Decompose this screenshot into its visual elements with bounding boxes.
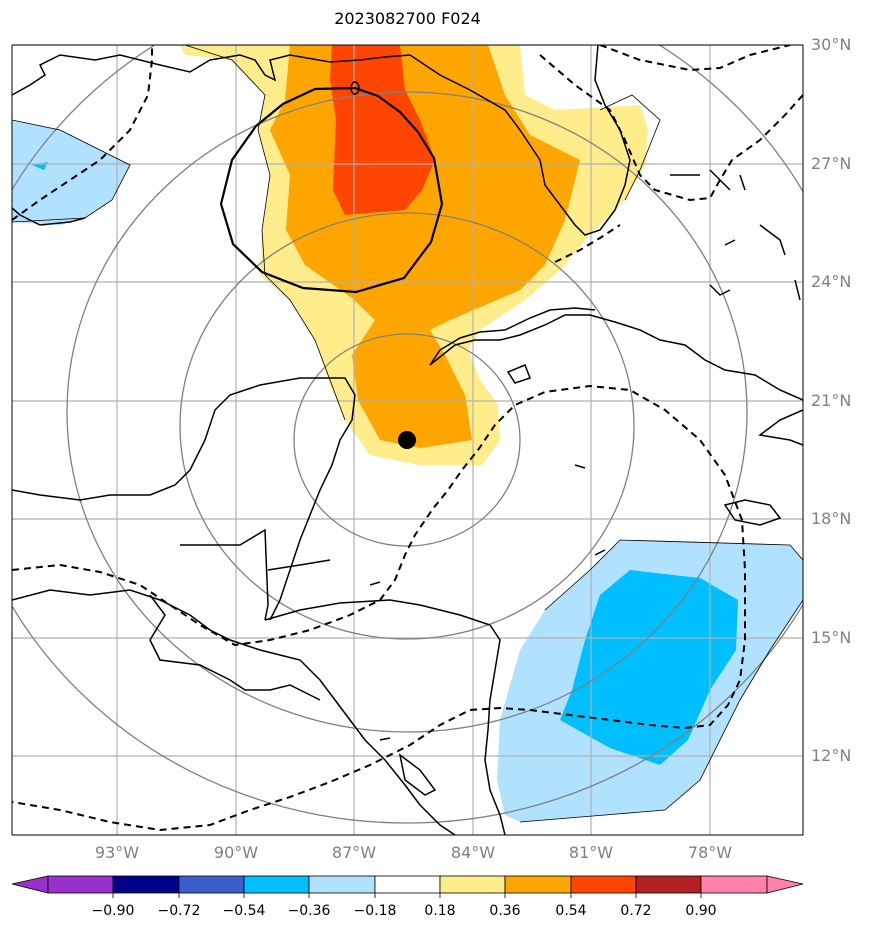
lat-label-30n: 30°N	[811, 35, 852, 54]
lon-label-87w: 87°W	[331, 843, 377, 862]
lon-label-81w: 81°W	[568, 843, 614, 862]
colorbar-tick-label: 0.90	[685, 903, 717, 919]
lat-label-18n: 18°N	[811, 509, 852, 528]
lon-label-78w: 78°W	[687, 843, 733, 862]
solid-contour-loop	[219, 86, 444, 294]
negative-anomaly-mod-carib	[560, 570, 738, 765]
colorbar-tick-label: −0.72	[157, 903, 201, 919]
colorbar-tick-label: −0.36	[287, 903, 331, 919]
colorbar-tick-label: −0.90	[91, 903, 135, 919]
lat-label-15n: 15°N	[811, 628, 852, 647]
lat-label-27n: 27°N	[811, 154, 852, 173]
colorbar-tick-label: 0.72	[620, 903, 652, 919]
range-rings	[12, 45, 803, 824]
lon-label-84w: 84°W	[450, 843, 496, 862]
lat-label-12n: 12°N	[811, 746, 852, 765]
lat-label-21n: 21°N	[811, 391, 852, 410]
colorbar-tick-label: 0.18	[424, 903, 456, 919]
map-title: 2023082700 F024	[334, 9, 481, 28]
colorbar-extend-left	[11, 875, 49, 894]
lon-label-90w: 90°W	[213, 843, 259, 862]
colorbar-extend-right	[766, 875, 804, 894]
colorbar-tick-label: 0.36	[489, 903, 521, 919]
map-frame	[11, 44, 804, 836]
dashed-contours	[12, 45, 803, 832]
lat-label-24n: 24°N	[811, 272, 852, 291]
lon-label-93w: 93°W	[94, 843, 140, 862]
storm-center-dot	[398, 431, 416, 449]
colorbar-tick-label: −0.54	[222, 903, 266, 919]
coastlines	[12, 45, 803, 835]
graticule	[12, 45, 803, 835]
small-contour	[350, 81, 360, 95]
colorbar-tick-label: −0.18	[353, 903, 397, 919]
colorbar	[11, 875, 804, 898]
colorbar-tick-label: 0.54	[555, 903, 587, 919]
